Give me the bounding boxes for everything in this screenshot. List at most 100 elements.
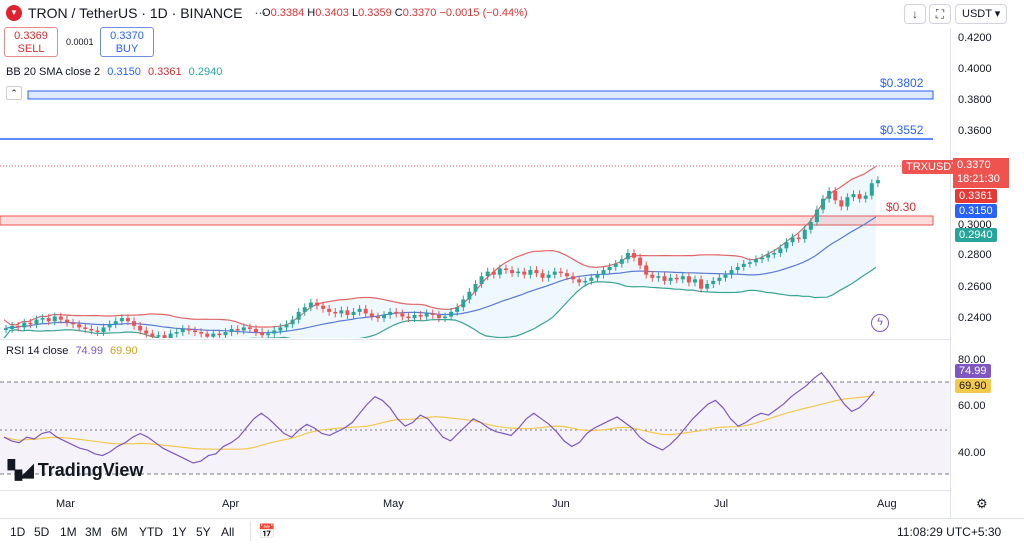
rsi-legend[interactable]: RSI 14 close 74.99 69.90 bbox=[6, 345, 138, 357]
candle bbox=[656, 276, 661, 278]
buy-label: BUY bbox=[115, 43, 139, 55]
calendar-icon[interactable]: 📅 bbox=[258, 523, 276, 539]
candle bbox=[851, 194, 856, 198]
candle bbox=[424, 313, 429, 317]
candle bbox=[692, 279, 697, 283]
level-label-1: $0.3802 bbox=[880, 76, 924, 90]
sell-button[interactable]: 0.3369 SELL bbox=[4, 27, 58, 57]
candle bbox=[101, 327, 106, 333]
sell-price: 0.3369 bbox=[14, 30, 48, 42]
bb-upper-line bbox=[3, 165, 877, 328]
timeframe-5y[interactable]: 5Y bbox=[196, 525, 211, 539]
candle bbox=[351, 311, 356, 315]
candle bbox=[479, 276, 484, 284]
candle bbox=[735, 266, 740, 271]
bb-basis-tag: 0.3150 bbox=[955, 204, 997, 218]
candle bbox=[156, 335, 161, 337]
candle bbox=[174, 332, 179, 334]
candle bbox=[217, 333, 222, 336]
flash-icon[interactable]: ϟ bbox=[871, 314, 889, 332]
buy-button[interactable]: 0.3370 BUY bbox=[100, 27, 154, 57]
rsi-band bbox=[0, 382, 950, 474]
candle bbox=[388, 311, 393, 315]
candle bbox=[778, 248, 783, 253]
settings-dots-icon[interactable]: ⋯ bbox=[254, 6, 267, 20]
candle bbox=[595, 274, 600, 278]
candle bbox=[119, 318, 124, 322]
candle bbox=[461, 299, 466, 308]
price-tick: 0.4200 bbox=[958, 32, 992, 44]
bb-upper-value: 0.3361 bbox=[147, 66, 182, 78]
candle bbox=[150, 333, 155, 337]
candle bbox=[552, 271, 557, 275]
candle bbox=[814, 209, 819, 222]
candle bbox=[863, 195, 868, 199]
candle bbox=[449, 311, 454, 317]
candle bbox=[839, 200, 844, 207]
candle bbox=[790, 237, 795, 243]
time-tick: Aug bbox=[877, 498, 897, 510]
candle bbox=[699, 279, 704, 289]
timeframe-6m[interactable]: 6M bbox=[111, 525, 128, 539]
candle bbox=[430, 313, 435, 315]
timeframe-all[interactable]: All bbox=[221, 525, 235, 539]
candle bbox=[686, 276, 691, 283]
timeframe-1m[interactable]: 1M bbox=[60, 525, 77, 539]
candle bbox=[821, 198, 826, 210]
candle bbox=[516, 271, 521, 274]
symbol-title[interactable]: TRON / TetherUS · 1D · BINANCE ⋯ bbox=[6, 5, 266, 21]
candle bbox=[28, 322, 33, 325]
price-chart[interactable] bbox=[0, 28, 950, 338]
candle bbox=[619, 259, 624, 264]
candle bbox=[827, 191, 832, 199]
candle bbox=[394, 311, 399, 314]
tradingview-logo[interactable]: ▚◢ TradingView bbox=[8, 460, 143, 481]
timeframe-1y[interactable]: 1Y bbox=[172, 525, 187, 539]
clock[interactable]: 11:08:29 UTC+5:30 bbox=[897, 525, 1002, 539]
price-tick: 0.2800 bbox=[958, 249, 992, 261]
candle bbox=[107, 324, 112, 328]
download-icon[interactable]: ↓ bbox=[904, 4, 926, 24]
candle bbox=[558, 271, 563, 274]
settings-gear-icon[interactable]: ⚙ bbox=[976, 496, 988, 511]
collapse-chevron-icon[interactable]: ⌃ bbox=[6, 86, 22, 100]
fullscreen-icon[interactable]: ⛶ bbox=[929, 4, 951, 24]
candle bbox=[613, 263, 618, 267]
candle bbox=[534, 270, 539, 274]
candle bbox=[625, 253, 630, 260]
candle bbox=[382, 315, 387, 319]
candle bbox=[601, 270, 606, 275]
candle bbox=[717, 277, 722, 281]
candle bbox=[412, 315, 417, 319]
rsi-chart[interactable] bbox=[0, 340, 950, 490]
candle bbox=[321, 305, 326, 309]
candle bbox=[406, 316, 411, 319]
candle bbox=[522, 271, 527, 275]
candle bbox=[747, 262, 752, 264]
timeframe-5d[interactable]: 5D bbox=[34, 525, 50, 539]
candle bbox=[278, 327, 283, 331]
timeframe-3m[interactable]: 3M bbox=[85, 525, 102, 539]
candle bbox=[205, 333, 210, 337]
bb-legend[interactable]: BB 20 SMA close 2 0.3150 0.3361 0.2940 bbox=[6, 66, 222, 78]
candle bbox=[266, 333, 271, 336]
currency-select[interactable]: USDT ▾ bbox=[955, 4, 1007, 24]
time-axis[interactable] bbox=[0, 490, 950, 518]
rsi-ma-tag: 69.90 bbox=[955, 379, 991, 393]
brand-text: TradingView bbox=[37, 460, 144, 480]
candle bbox=[83, 327, 88, 329]
price-tick: 0.3600 bbox=[958, 125, 992, 137]
bottom-toolbar bbox=[0, 518, 1024, 544]
candle bbox=[125, 318, 130, 322]
candle bbox=[241, 327, 246, 331]
candle bbox=[741, 263, 746, 267]
candle bbox=[363, 308, 368, 314]
pane-divider[interactable] bbox=[0, 339, 950, 340]
candle bbox=[497, 268, 502, 275]
candle bbox=[138, 325, 143, 331]
timeframe-1d[interactable]: 1D bbox=[10, 525, 26, 539]
price-axis[interactable] bbox=[950, 28, 1024, 518]
candle bbox=[546, 274, 551, 278]
timeframe-ytd[interactable]: YTD bbox=[139, 525, 163, 539]
rsi-label: RSI 14 close bbox=[6, 345, 69, 357]
